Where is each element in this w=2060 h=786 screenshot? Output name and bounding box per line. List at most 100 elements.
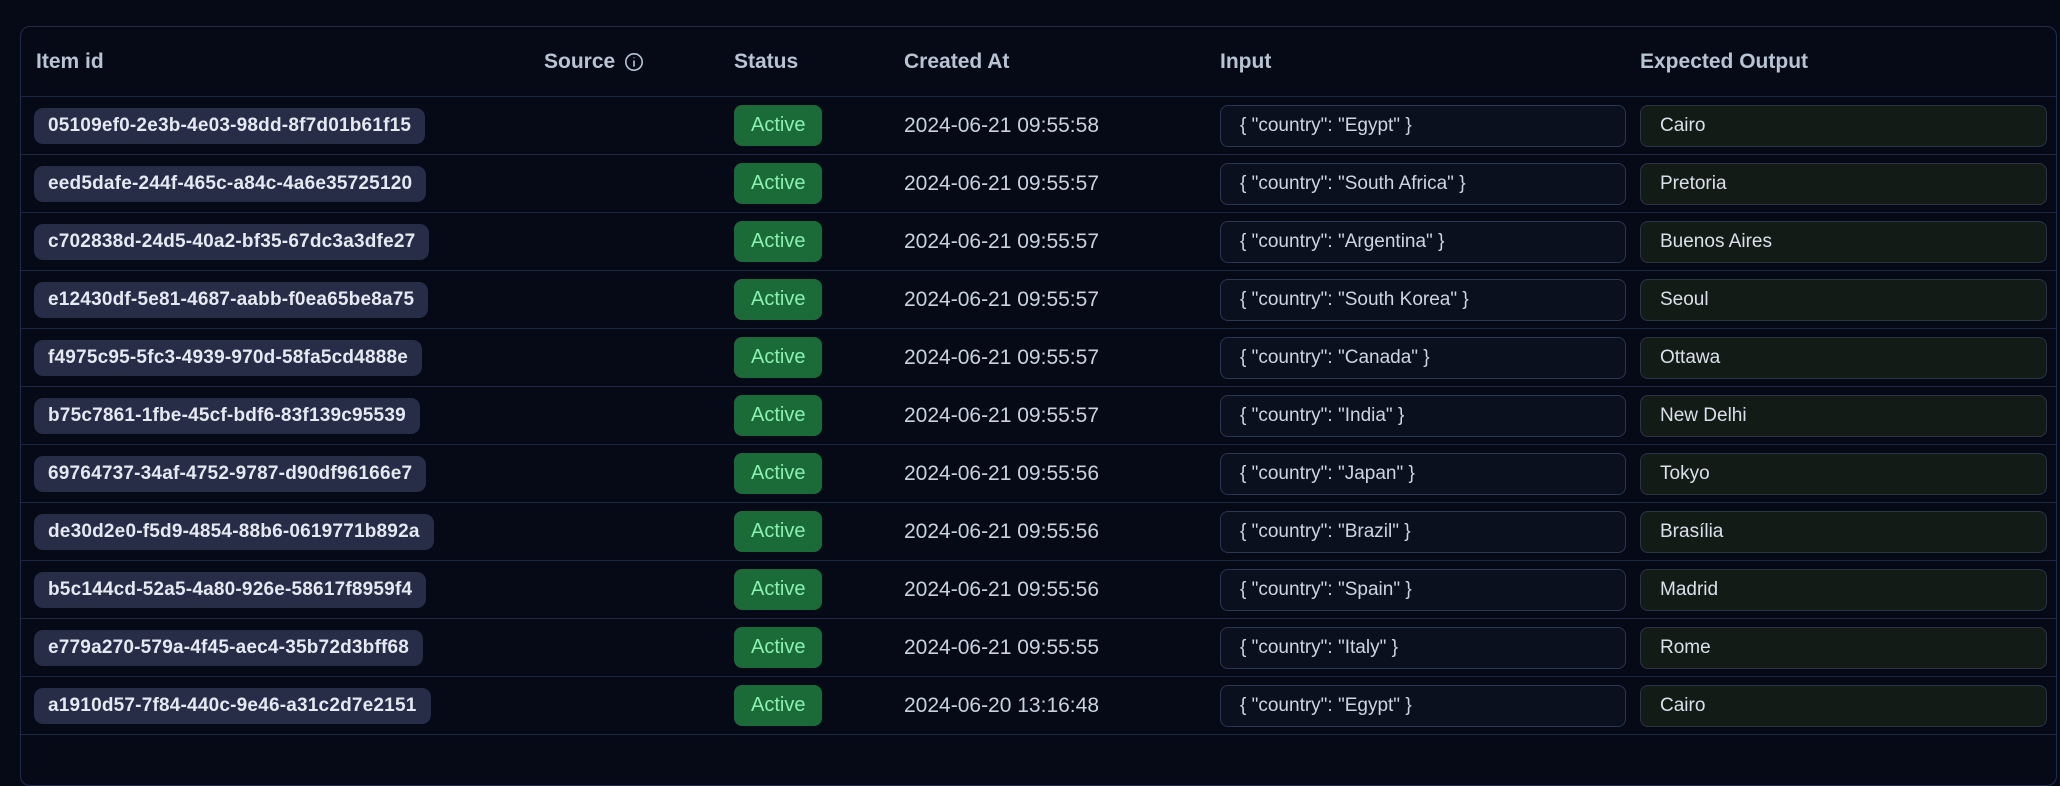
status-badge: Active — [734, 685, 823, 726]
input-value-box: { "country": "South Korea" } — [1220, 278, 1626, 321]
table-row[interactable]: c702838d-24d5-40a2-bf35-67dc3a3dfe27 Act… — [21, 213, 2056, 271]
status-cell: Active — [734, 453, 904, 494]
item-id-badge[interactable]: c702838d-24d5-40a2-bf35-67dc3a3dfe27 — [34, 223, 430, 260]
table-row[interactable]: f4975c95-5fc3-4939-970d-58fa5cd4888e Act… — [21, 329, 2056, 387]
expected-output-value-box: Seoul — [1640, 278, 2047, 321]
created-at-value: 2024-06-21 09:55:57 — [904, 171, 1099, 195]
status-cell: Active — [734, 221, 904, 262]
input-value-box: { "country": "Egypt" } — [1220, 684, 1626, 727]
column-header-label: Created At — [904, 49, 1010, 73]
column-header-label: Item id — [36, 49, 104, 73]
status-badge: Active — [734, 395, 823, 436]
column-header-item-id: Item id — [21, 50, 544, 74]
table-header: Item id Source Status Created At Input E… — [21, 27, 2056, 97]
input-value-box: { "country": "Egypt" } — [1220, 104, 1626, 147]
created-at-cell: 2024-06-21 09:55:56 — [904, 578, 1220, 602]
column-header-status: Status — [734, 50, 904, 74]
input-cell: { "country": "Spain" } — [1220, 568, 1640, 611]
input-value-box: { "country": "Argentina" } — [1220, 220, 1626, 263]
status-badge: Active — [734, 163, 823, 204]
status-cell: Active — [734, 627, 904, 668]
status-cell: Active — [734, 105, 904, 146]
dataset-items-table: Item id Source Status Created At Input E… — [20, 26, 2057, 786]
created-at-cell: 2024-06-20 13:16:48 — [904, 694, 1220, 718]
expected-output-cell: New Delhi — [1640, 394, 2056, 437]
input-cell: { "country": "Canada" } — [1220, 336, 1640, 379]
created-at-cell: 2024-06-21 09:55:57 — [904, 346, 1220, 370]
info-icon[interactable] — [624, 52, 644, 72]
item-id-cell: f4975c95-5fc3-4939-970d-58fa5cd4888e — [21, 339, 544, 376]
input-cell: { "country": "South Africa" } — [1220, 162, 1640, 205]
created-at-cell: 2024-06-21 09:55:56 — [904, 520, 1220, 544]
item-id-badge[interactable]: 05109ef0-2e3b-4e03-98dd-8f7d01b61f15 — [34, 107, 426, 144]
expected-output-cell: Pretoria — [1640, 162, 2056, 205]
status-cell: Active — [734, 163, 904, 204]
expected-output-value-box: Ottawa — [1640, 336, 2047, 379]
item-id-badge[interactable]: 69764737-34af-4752-9787-d90df96166e7 — [34, 455, 427, 492]
item-id-badge[interactable]: e779a270-579a-4f45-aec4-35b72d3bff68 — [34, 629, 424, 666]
item-id-cell: e779a270-579a-4f45-aec4-35b72d3bff68 — [21, 629, 544, 666]
expected-output-value-box: Brasília — [1640, 510, 2047, 553]
created-at-value: 2024-06-21 09:55:57 — [904, 345, 1099, 369]
expected-output-value-box: New Delhi — [1640, 394, 2047, 437]
table-row[interactable]: e12430df-5e81-4687-aabb-f0ea65be8a75 Act… — [21, 271, 2056, 329]
status-cell: Active — [734, 395, 904, 436]
column-header-label: Source — [544, 49, 616, 73]
column-header-input: Input — [1220, 50, 1640, 74]
expected-output-cell: Buenos Aires — [1640, 220, 2056, 263]
input-cell: { "country": "India" } — [1220, 394, 1640, 437]
input-value-box: { "country": "Brazil" } — [1220, 510, 1626, 553]
item-id-cell: e12430df-5e81-4687-aabb-f0ea65be8a75 — [21, 281, 544, 318]
item-id-badge[interactable]: e12430df-5e81-4687-aabb-f0ea65be8a75 — [34, 281, 429, 318]
item-id-badge[interactable]: eed5dafe-244f-465c-a84c-4a6e35725120 — [34, 165, 427, 202]
status-badge: Active — [734, 511, 823, 552]
table-row[interactable]: eed5dafe-244f-465c-a84c-4a6e35725120 Act… — [21, 155, 2056, 213]
status-badge: Active — [734, 221, 823, 262]
expected-output-value-box: Cairo — [1640, 104, 2047, 147]
input-value-box: { "country": "Italy" } — [1220, 626, 1626, 669]
expected-output-value-box: Buenos Aires — [1640, 220, 2047, 263]
expected-output-cell: Madrid — [1640, 568, 2056, 611]
status-cell: Active — [734, 569, 904, 610]
created-at-value: 2024-06-21 09:55:57 — [904, 287, 1099, 311]
expected-output-value-box: Rome — [1640, 626, 2047, 669]
expected-output-value-box: Pretoria — [1640, 162, 2047, 205]
table-row[interactable]: 69764737-34af-4752-9787-d90df96166e7 Act… — [21, 445, 2056, 503]
table-row[interactable]: b75c7861-1fbe-45cf-bdf6-83f139c95539 Act… — [21, 387, 2056, 445]
table-row[interactable]: a1910d57-7f84-440c-9e46-a31c2d7e2151 Act… — [21, 677, 2056, 735]
input-cell: { "country": "South Korea" } — [1220, 278, 1640, 321]
expected-output-cell: Cairo — [1640, 684, 2056, 727]
input-cell: { "country": "Brazil" } — [1220, 510, 1640, 553]
table-row[interactable]: de30d2e0-f5d9-4854-88b6-0619771b892a Act… — [21, 503, 2056, 561]
item-id-badge[interactable]: b75c7861-1fbe-45cf-bdf6-83f139c95539 — [34, 397, 420, 434]
created-at-cell: 2024-06-21 09:55:57 — [904, 404, 1220, 428]
column-header-source: Source — [544, 50, 734, 74]
item-id-badge[interactable]: b5c144cd-52a5-4a80-926e-58617f8959f4 — [34, 571, 427, 608]
column-header-label: Status — [734, 49, 799, 73]
item-id-cell: b75c7861-1fbe-45cf-bdf6-83f139c95539 — [21, 397, 544, 434]
column-header-expected-output: Expected Output — [1640, 50, 2056, 74]
created-at-value: 2024-06-21 09:55:56 — [904, 519, 1099, 543]
item-id-badge[interactable]: a1910d57-7f84-440c-9e46-a31c2d7e2151 — [34, 687, 431, 724]
status-badge: Active — [734, 105, 823, 146]
input-value-box: { "country": "Spain" } — [1220, 568, 1626, 611]
item-id-badge[interactable]: f4975c95-5fc3-4939-970d-58fa5cd4888e — [34, 339, 423, 376]
created-at-cell: 2024-06-21 09:55:57 — [904, 288, 1220, 312]
expected-output-cell: Ottawa — [1640, 336, 2056, 379]
table-row[interactable]: b5c144cd-52a5-4a80-926e-58617f8959f4 Act… — [21, 561, 2056, 619]
created-at-value: 2024-06-21 09:55:56 — [904, 577, 1099, 601]
input-cell: { "country": "Argentina" } — [1220, 220, 1640, 263]
column-header-created-at: Created At — [904, 50, 1220, 74]
item-id-badge[interactable]: de30d2e0-f5d9-4854-88b6-0619771b892a — [34, 513, 434, 550]
table-row[interactable]: e779a270-579a-4f45-aec4-35b72d3bff68 Act… — [21, 619, 2056, 677]
expected-output-cell: Cairo — [1640, 104, 2056, 147]
created-at-value: 2024-06-21 09:55:57 — [904, 403, 1099, 427]
item-id-cell: a1910d57-7f84-440c-9e46-a31c2d7e2151 — [21, 687, 544, 724]
created-at-value: 2024-06-21 09:55:56 — [904, 461, 1099, 485]
table-body: 05109ef0-2e3b-4e03-98dd-8f7d01b61f15 Act… — [21, 97, 2056, 735]
input-value-box: { "country": "Japan" } — [1220, 452, 1626, 495]
created-at-cell: 2024-06-21 09:55:55 — [904, 636, 1220, 660]
input-cell: { "country": "Egypt" } — [1220, 684, 1640, 727]
item-id-cell: de30d2e0-f5d9-4854-88b6-0619771b892a — [21, 513, 544, 550]
table-row[interactable]: 05109ef0-2e3b-4e03-98dd-8f7d01b61f15 Act… — [21, 97, 2056, 155]
